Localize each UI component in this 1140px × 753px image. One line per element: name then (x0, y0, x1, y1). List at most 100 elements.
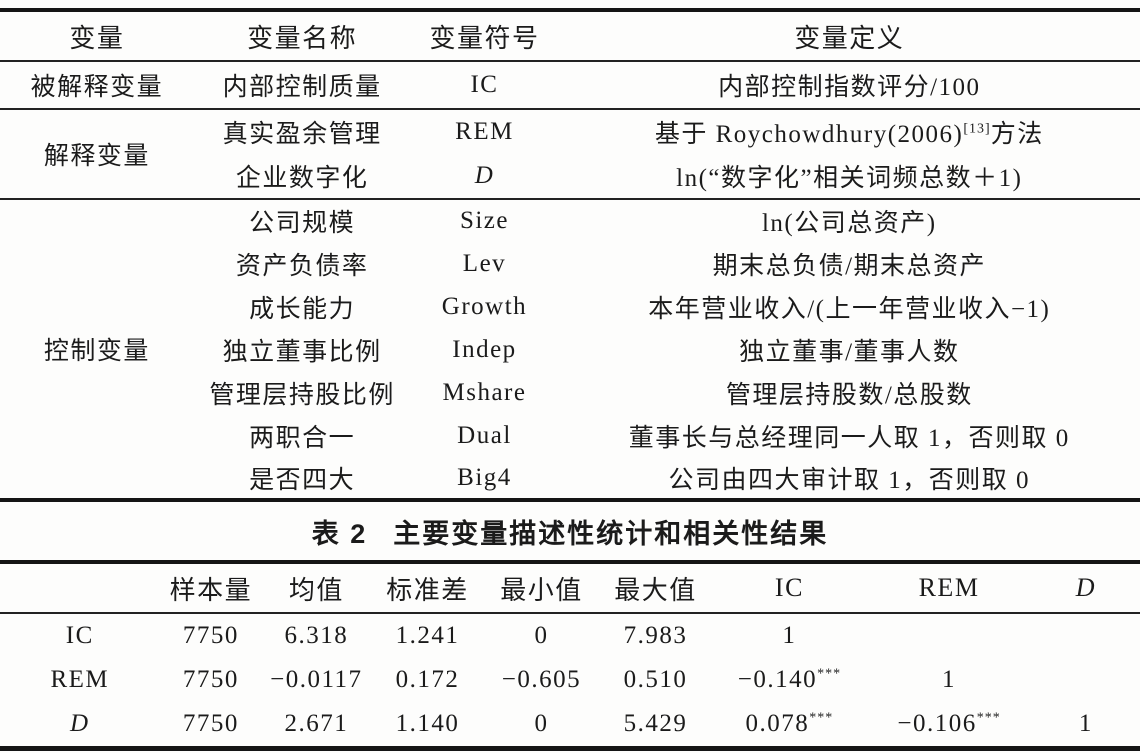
table2-caption-number: 表 2 (311, 518, 368, 549)
t1-cell-name: 两职合一 (249, 424, 356, 452)
t2-cell-max: 7.983 (623, 622, 688, 649)
t2-cell-mean: 6.318 (284, 622, 349, 649)
definition-text: 基于 Roychowdhury(2006) (654, 121, 964, 148)
t2-cell-min: 0 (534, 710, 549, 737)
significance-stars: *** (817, 666, 842, 682)
t1-cell-symbol: Indep (452, 335, 517, 363)
t1-cell-definition: 公司由四大审计取 1，否则取 0 (668, 466, 1031, 494)
citation-superscript: [13] (963, 121, 991, 137)
t1-header-row: 变量 变量名称 变量符号 变量定义 (0, 10, 1140, 62)
table-row: 被解释变量 内部控制质量 IC 内部控制指数评分/100 (0, 61, 1140, 110)
t2-row-label: D (70, 710, 90, 737)
t1-group-explained: 被解释变量 (0, 61, 194, 110)
t2-cell-sd: 1.241 (395, 622, 460, 649)
t1-cell-name: 独立董事比例 (222, 338, 382, 366)
t2-cell-n: 7750 (182, 710, 239, 737)
t1-cell-definition: 独立董事/董事人数 (739, 338, 960, 366)
t1-cell-name: 内部控制质量 (193, 61, 411, 110)
t2-row-label: IC (65, 622, 94, 649)
t2-cell-sd: 1.140 (395, 710, 460, 737)
t2-cell-corr-d: 1 (1078, 710, 1093, 737)
t1-cell-name: 企业数字化 (193, 154, 411, 200)
t1-cell-name: 管理层持股比例 (209, 381, 395, 409)
t2-cell-corr-ic: 1 (712, 613, 866, 658)
t2-cell-corr-ic: −0.140*** (712, 658, 866, 702)
table2-caption-title: 主要变量描述性统计和相关性结果 (393, 518, 829, 549)
t1-cell-definition: ln(“数字化”相关词频总数＋1) (558, 154, 1140, 200)
table-row: 控制变量 公司规模 Size ln(公司总资产) (0, 199, 1140, 365)
t1-cell-symbol: Growth (441, 292, 528, 320)
variable-definition-table: 变量 变量名称 变量符号 变量定义 被解释变量 内部控制质量 IC 内部控制指数… (0, 8, 1140, 502)
t2-cell-corr-rem: −0.106*** (866, 702, 1031, 749)
t1-cell-definition: 期末总负债/期末总资产 (712, 252, 987, 280)
t1-group-control: 控制变量 (43, 338, 150, 365)
t1-cell-symbol: Mshare (442, 378, 527, 406)
table-row: D 7750 2.671 1.140 0 5.429 0.078*** −0.1… (0, 702, 1140, 749)
t1-cell-definition: 内部控制指数评分/100 (558, 61, 1140, 110)
t2-cell-mean: −0.0117 (270, 666, 363, 693)
t2-header-sd: 标准差 (370, 562, 485, 614)
t2-header-mean: 均值 (262, 562, 371, 614)
t1-group-explanatory: 解释变量 (0, 109, 194, 200)
t1-header-symbol: 变量符号 (410, 10, 559, 62)
t2-header-blank (0, 562, 160, 614)
t1-cell-symbol: D (410, 154, 559, 200)
t2-header-ic: IC (712, 562, 867, 614)
t1-cell-name: 公司规模 (249, 210, 356, 237)
table-row: 成长能力 Growth 本年营业收入/(上一年营业收入−1) (0, 285, 1140, 328)
t2-header-row: 样本量 均值 标准差 最小值 最大值 IC REM D (0, 562, 1140, 614)
table-row: 两职合一 Dual 董事长与总经理同一人取 1，否则取 0 (0, 414, 1140, 457)
t2-cell-mean: 2.671 (284, 710, 349, 737)
t2-header-d: D (1031, 562, 1140, 614)
t1-cell-definition: 董事长与总经理同一人取 1，否则取 0 (628, 424, 1070, 452)
table-row: 解释变量 真实盈余管理 REM 基于 Roychowdhury(2006)[13… (0, 109, 1140, 200)
descriptive-stats-table: 样本量 均值 标准差 最小值 最大值 IC REM D IC 7750 6.31… (0, 560, 1140, 751)
t2-header-n: 样本量 (159, 562, 263, 614)
t1-cell-symbol: IC (410, 61, 559, 110)
significance-stars: *** (809, 710, 834, 726)
t2-cell-corr-d (1032, 658, 1140, 702)
t1-header-name: 变量名称 (193, 10, 411, 62)
t1-header-variable: 变量 (0, 10, 194, 62)
t1-cell-definition: 管理层持股数/总股数 (725, 381, 973, 409)
t2-cell-n: 7750 (182, 666, 239, 693)
t2-cell-min: 0 (534, 622, 549, 649)
corr-value: 1 (942, 666, 957, 693)
corr-value: −0.140 (737, 666, 818, 693)
t1-cell-name: 资产负债率 (235, 252, 369, 280)
t2-cell-corr-ic: 0.078*** (712, 702, 866, 749)
t1-cell-symbol: REM (455, 118, 514, 145)
t2-cell-corr-d (1032, 613, 1140, 658)
t1-cell-name: 成长能力 (249, 295, 356, 323)
t1-cell-definition: 本年营业收入/(上一年营业收入−1) (648, 295, 1051, 323)
t2-cell-corr-rem: 1 (866, 658, 1031, 702)
t2-cell-corr-rem (866, 613, 1031, 658)
table-row: IC 7750 6.318 1.241 0 7.983 1 (0, 613, 1140, 658)
table-row: 资产负债率 Lev 期末总负债/期末总资产 (0, 242, 1140, 285)
table-row: 企业数字化 D ln(“数字化”相关词频总数＋1) (0, 154, 1140, 200)
definition-text: 方法 (990, 121, 1044, 148)
table-row: 管理层持股比例 Mshare 管理层持股数/总股数 (0, 371, 1140, 414)
t2-header-min: 最小值 (484, 562, 599, 614)
t2-header-max: 最大值 (598, 562, 713, 614)
corr-value: 1 (782, 622, 797, 649)
t1-cell-name: 是否四大 (249, 466, 356, 494)
corr-value: 0.078 (745, 710, 810, 737)
t2-cell-sd: 0.172 (395, 666, 460, 693)
t2-cell-min: −0.605 (501, 666, 582, 693)
t1-cell-name: 真实盈余管理 (222, 121, 382, 148)
significance-stars: *** (976, 710, 1001, 726)
table-row: REM 7750 −0.0117 0.172 −0.605 0.510 −0.1… (0, 658, 1140, 702)
t2-cell-max: 5.429 (623, 710, 688, 737)
t2-cell-max: 0.510 (623, 666, 688, 693)
t2-cell-n: 7750 (182, 622, 239, 649)
corr-value: −0.106 (897, 710, 977, 737)
t1-header-definition: 变量定义 (558, 10, 1140, 62)
t1-cell-symbol: Lev (462, 249, 507, 277)
t2-row-label: REM (50, 666, 110, 693)
t1-cell-definition: 基于 Roychowdhury(2006)[13]方法 (559, 109, 1140, 154)
t1-cell-definition: ln(公司总资产) (761, 210, 937, 237)
table2-caption: 表 2 主要变量描述性统计和相关性结果 (0, 502, 1140, 560)
t2-header-rem: REM (866, 562, 1032, 614)
